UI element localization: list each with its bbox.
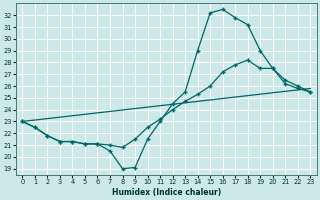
X-axis label: Humidex (Indice chaleur): Humidex (Indice chaleur): [112, 188, 221, 197]
